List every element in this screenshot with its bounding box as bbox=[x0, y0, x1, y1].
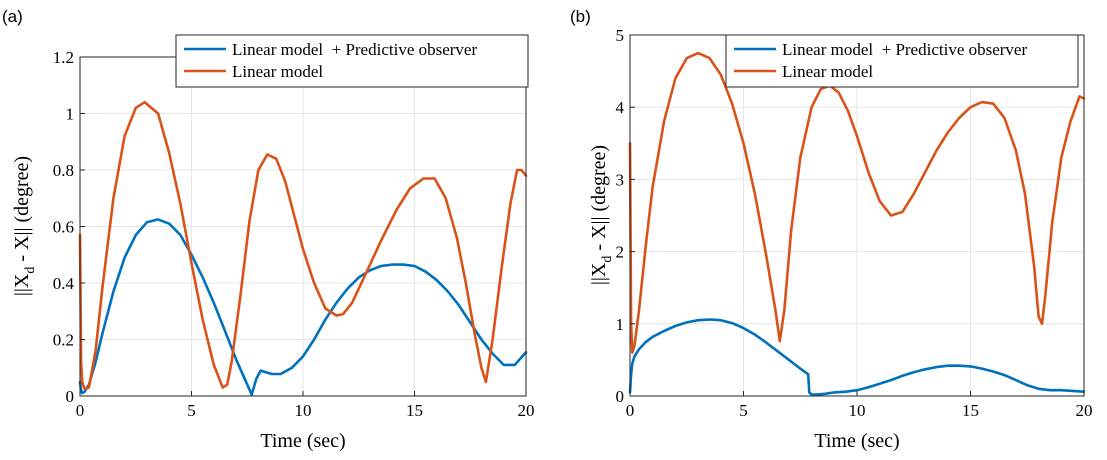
x-tick-label-b-3: 15 bbox=[962, 401, 979, 420]
series-line-b-0 bbox=[628, 318, 1086, 396]
y-tick-label-b-2: 2 bbox=[616, 243, 625, 262]
series-line-a-1 bbox=[78, 100, 528, 391]
legend-entry-a-1: Linear model bbox=[232, 62, 323, 81]
y-axis-label-b: ||Xd - X|| (degree) bbox=[588, 145, 615, 285]
y-axis-label-a-subscript: d bbox=[23, 267, 38, 274]
legend-box-b bbox=[725, 34, 1079, 88]
grid-lines-b bbox=[629, 34, 1085, 397]
y-tick-label-a-5: 1 bbox=[66, 105, 75, 124]
y-tick-label-b-1: 1 bbox=[616, 315, 625, 334]
x-tick-label-b-0: 0 bbox=[626, 401, 635, 420]
legend-entry-a-0: Linear model + Predictive observer bbox=[232, 40, 477, 59]
y-axis-label-b-rest: - X|| (degree) bbox=[588, 145, 610, 256]
y-tick-label-b-5: 5 bbox=[616, 26, 625, 45]
grid-lines-a bbox=[79, 56, 527, 397]
tick-labels-a: 0 5 10 15 20 0 0.2 0.4 0.6 0.8 1 1.2 bbox=[53, 48, 535, 420]
legend-entry-b-1: Linear model bbox=[782, 62, 873, 81]
series-lines-b bbox=[628, 51, 1086, 396]
y-tick-label-a-3: 0.6 bbox=[53, 218, 74, 237]
legend-a: Linear model + Predictive observer Linear… bbox=[175, 34, 529, 88]
series-line-a-0 bbox=[78, 218, 528, 396]
y-tick-label-a-2: 0.4 bbox=[53, 274, 75, 293]
y-tick-label-b-3: 3 bbox=[616, 170, 625, 189]
chart-panel-b: (b) 0 5 10 15 20 0 1 2 3 4 5 Time (sec) ||Xd - X||… bbox=[570, 7, 1093, 452]
y-tick-label-a-4: 0.8 bbox=[53, 161, 74, 180]
legend-entry-b-0: Linear model + Predictive observer bbox=[782, 40, 1027, 59]
y-tick-label-b-4: 4 bbox=[616, 98, 625, 117]
chart-panel-a: (a) 0 5 10 15 20 0 0.2 0.4 0.6 0.8 1 1.2 Time (sec)… bbox=[2, 7, 535, 452]
panel-label-a: (a) bbox=[2, 7, 23, 26]
x-tick-label-a-1: 5 bbox=[187, 401, 196, 420]
y-tick-label-a-1: 0.2 bbox=[53, 331, 74, 350]
y-tick-label-a-6: 1.2 bbox=[53, 48, 74, 67]
x-tick-label-a-4: 20 bbox=[518, 401, 535, 420]
panel-label-b: (b) bbox=[570, 7, 591, 26]
x-axis-label-a: Time (sec) bbox=[260, 430, 345, 452]
svg-text:||Xd - X|| (degree): ||Xd - X|| (degree) bbox=[588, 145, 615, 285]
tick-labels-b: 0 5 10 15 20 0 1 2 3 4 5 bbox=[616, 26, 1093, 420]
y-tick-label-b-0: 0 bbox=[616, 387, 625, 406]
x-tick-label-b-4: 20 bbox=[1076, 401, 1093, 420]
y-axis-label-a-text: ||X bbox=[11, 273, 33, 296]
svg-text:||Xd - X|| (degree): ||Xd - X|| (degree) bbox=[11, 156, 38, 296]
x-axis-label-b: Time (sec) bbox=[814, 430, 899, 452]
x-tick-label-a-0: 0 bbox=[76, 401, 85, 420]
y-axis-label-a-rest: - X|| (degree) bbox=[11, 156, 33, 267]
x-tick-label-a-3: 15 bbox=[406, 401, 423, 420]
x-tick-label-a-2: 10 bbox=[295, 401, 312, 420]
legend-box-a bbox=[175, 34, 529, 88]
series-line-b-1 bbox=[628, 51, 1086, 354]
x-tick-label-b-2: 10 bbox=[849, 401, 866, 420]
legend-b: Linear model + Predictive observer Linear… bbox=[725, 34, 1079, 88]
y-axis-label-b-subscript: d bbox=[600, 256, 615, 263]
y-axis-label-b-text: ||X bbox=[588, 262, 610, 285]
series-lines-a bbox=[78, 100, 528, 396]
y-tick-label-a-0: 0 bbox=[66, 387, 75, 406]
y-axis-label-a: ||Xd - X|| (degree) bbox=[11, 156, 38, 296]
x-tick-label-b-1: 5 bbox=[739, 401, 748, 420]
